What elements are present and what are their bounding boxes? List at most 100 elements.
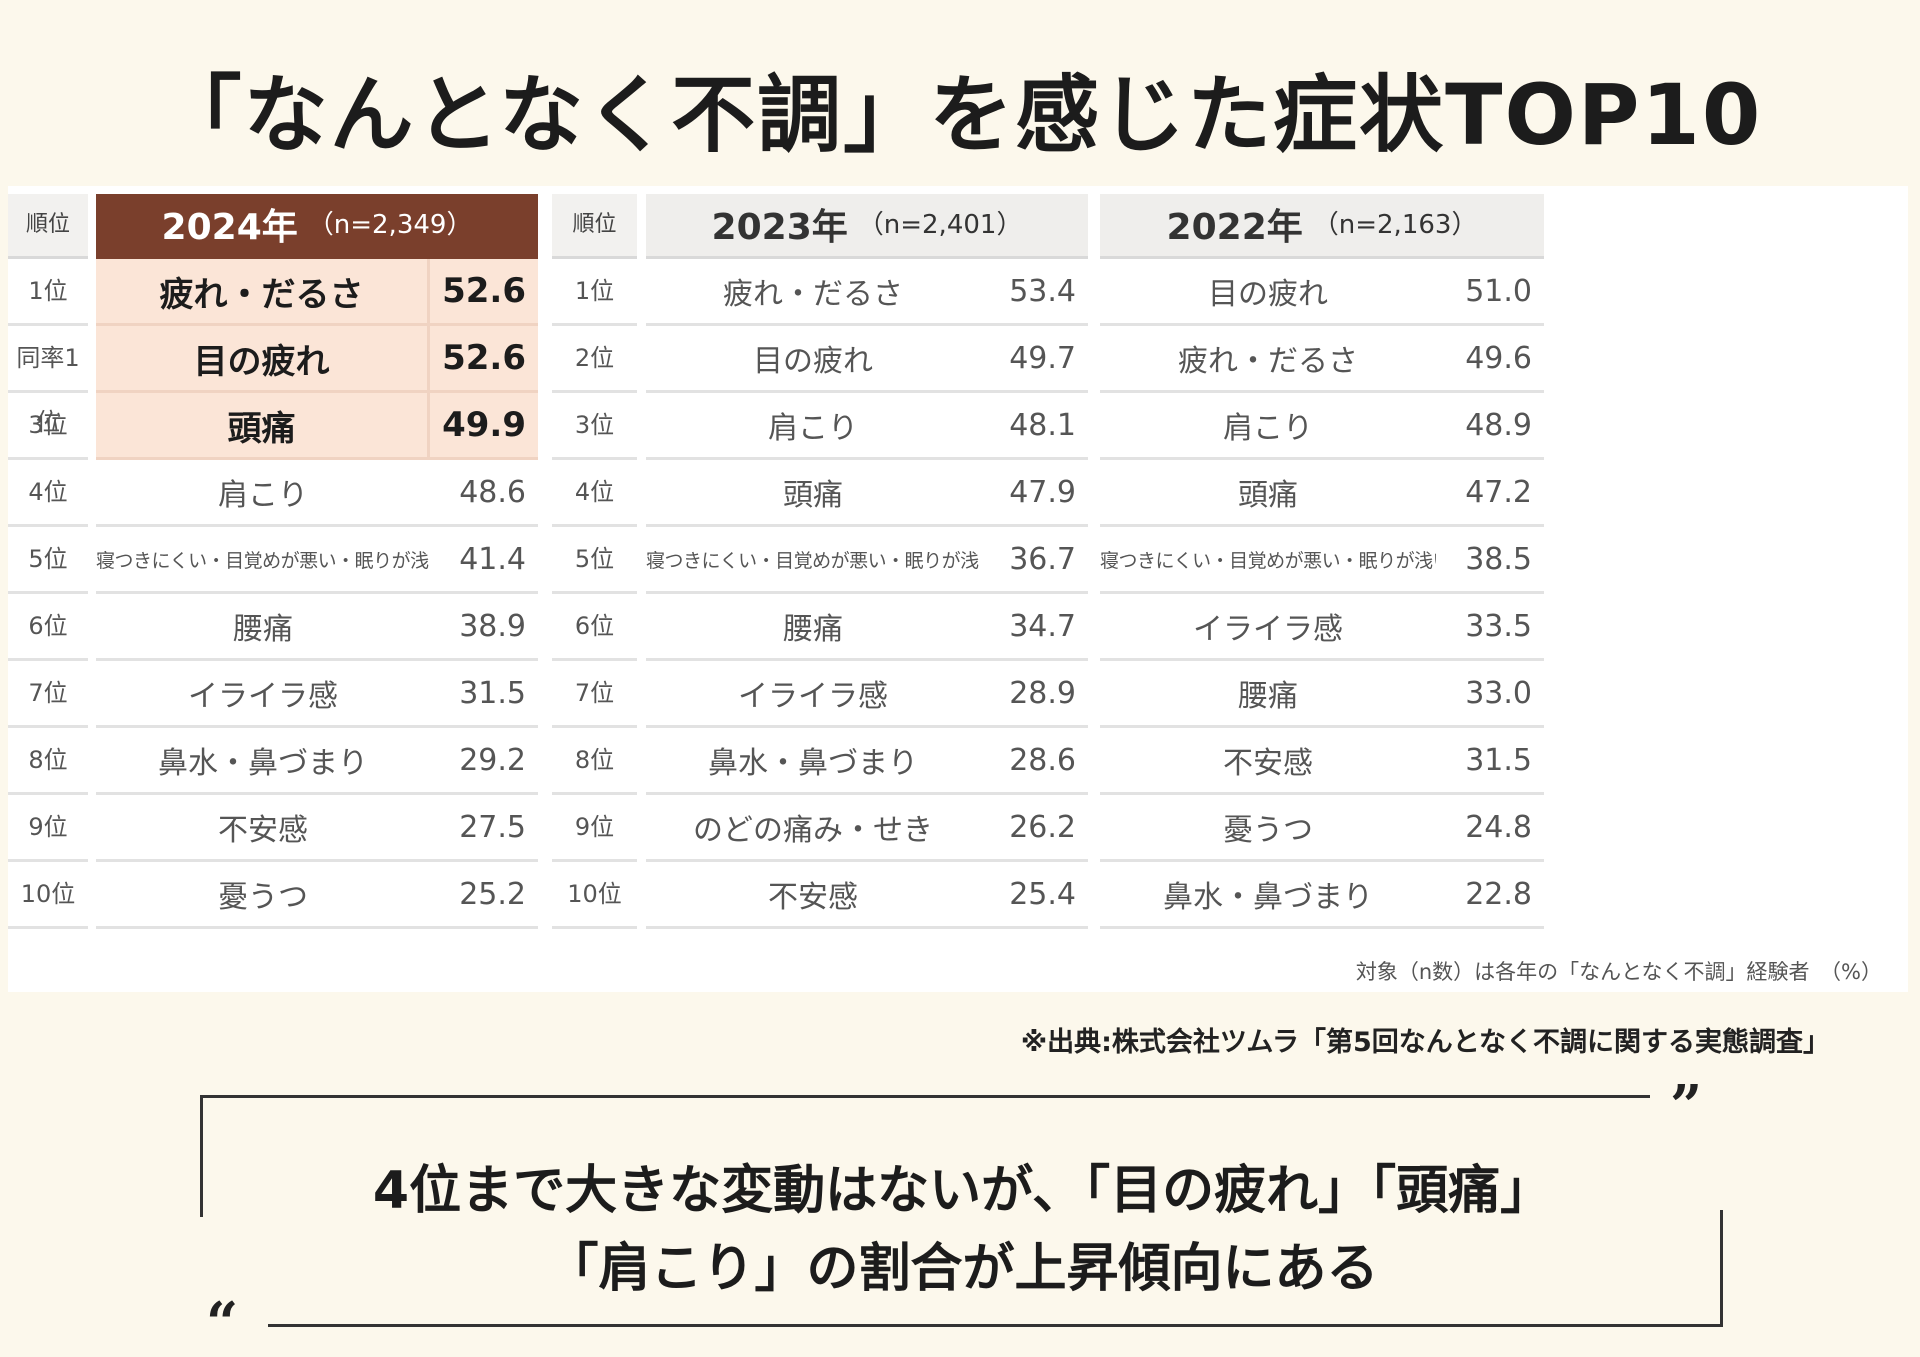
value-cell: 48.6: [459, 474, 526, 510]
symptom-cell: 憂うつ: [1223, 813, 1313, 848]
frame-left-line: [200, 1095, 203, 1217]
table-row: 腰痛 38.9: [96, 594, 538, 661]
rank-cell: 4位: [8, 460, 88, 527]
symptom-cell: 憂うつ: [218, 880, 308, 915]
symptom-cell: 不安感: [1223, 746, 1313, 781]
rank-cell: 6位: [552, 594, 637, 661]
symptom-cell: のどの痛み・せき: [693, 813, 933, 848]
rank-cell: 5位: [552, 527, 637, 594]
value-cell: 33.5: [1465, 608, 1532, 644]
table-row: 鼻水・鼻づまり 29.2: [96, 728, 538, 795]
symptom-cell: 寝つきにくい・目覚めが悪い・眠りが浅い・不眠: [96, 549, 430, 572]
value-cell: 25.2: [459, 876, 526, 912]
symptom-cell: 目の疲れ: [193, 341, 330, 382]
year-label: 2023年: [711, 207, 848, 248]
symptom-cell: 鼻水・鼻づまり: [708, 746, 918, 781]
year-header: 2023年 （n=2,401）: [646, 194, 1088, 259]
table-row: 寝つきにくい・目覚めが悪い・眠りが浅い・不眠 41.4: [96, 527, 538, 594]
table-row: イライラ感 33.5: [1100, 594, 1544, 661]
table-row: 不安感 31.5: [1100, 728, 1544, 795]
table-row: 疲れ・だるさ 49.6: [1100, 326, 1544, 393]
symptom-cell: 疲れ・だるさ: [723, 277, 903, 312]
table-row: 目の疲れ 49.7: [646, 326, 1088, 393]
rank-column-2023: 順位 1位 2位 3位 4位 5位 6位 7位 8位 9位 10位: [552, 194, 637, 929]
symptom-cell: 腰痛: [233, 612, 293, 647]
table-row: 腰痛 33.0: [1100, 661, 1544, 728]
rank-column-2024: 順位 1位 同率1位 3位 4位 5位 6位 7位 8位 9位 10位: [8, 194, 88, 929]
table-row: 鼻水・鼻づまり 22.8: [1100, 862, 1544, 929]
conclusion-line-1: 4位まで大きな変動はないが、「目の疲れ」「頭痛」: [372, 1161, 1553, 1221]
value-cell: 26.2: [1009, 809, 1076, 845]
sample-size: （n=2,401）: [857, 210, 1023, 240]
rank-cell: 5位: [8, 527, 88, 594]
value-cell: 52.6: [427, 326, 538, 390]
rank-header: 順位: [8, 194, 88, 259]
rank-cell: 9位: [8, 795, 88, 862]
rank-cell: 1位: [552, 259, 637, 326]
value-cell: 28.6: [1009, 742, 1076, 778]
value-cell: 36.7: [1009, 541, 1076, 577]
symptom-cell: 頭痛: [783, 478, 843, 513]
symptom-cell: 頭痛: [1238, 478, 1298, 513]
table-row: 肩こり 48.9: [1100, 393, 1544, 460]
value-cell: 31.5: [459, 675, 526, 711]
value-cell: 48.1: [1009, 407, 1076, 443]
value-cell: 38.5: [1465, 541, 1532, 577]
value-cell: 29.2: [459, 742, 526, 778]
rank-cell: 10位: [552, 862, 637, 929]
symptom-cell: 疲れ・だるさ: [1178, 344, 1358, 379]
table-row: 憂うつ 25.2: [96, 862, 538, 929]
value-cell: 48.9: [1465, 407, 1532, 443]
symptom-cell: 寝つきにくい・目覚めが悪い・眠りが浅い・不眠: [646, 549, 980, 572]
open-quote-icon: “: [206, 1290, 239, 1356]
frame-bottom-line: [268, 1324, 1723, 1327]
table-row: 目の疲れ 52.6: [96, 326, 538, 393]
value-cell: 27.5: [459, 809, 526, 845]
table-row: 鼻水・鼻づまり 28.6: [646, 728, 1088, 795]
value-cell: 25.4: [1009, 876, 1076, 912]
rank-cell: 同率1位: [8, 326, 88, 436]
value-cell: 41.4: [459, 541, 526, 577]
year-column-2024: 2024年 （n=2,349） 疲れ・だるさ 52.6 目の疲れ 52.6 頭痛 49.9 肩こ…: [96, 194, 538, 929]
source-citation: ※出典:株式会社ツムラ「第5回なんとなく不調に関する実態調査」: [1020, 1027, 1830, 1058]
table-row: 目の疲れ 51.0: [1100, 259, 1544, 326]
year-column-2022: 2022年 （n=2,163） 目の疲れ 51.0 疲れ・だるさ 49.6 肩こり 48.9 頭…: [1100, 194, 1544, 929]
rank-cell: 7位: [552, 661, 637, 728]
symptom-cell: 頭痛: [227, 408, 296, 449]
year-column-2023: 2023年 （n=2,401） 疲れ・だるさ 53.4 目の疲れ 49.7 肩こり 48.1 頭…: [646, 194, 1088, 929]
table-row: 疲れ・だるさ 53.4: [646, 259, 1088, 326]
conclusion-text: 4位まで大きな変動はないが、「目の疲れ」「頭痛」 「肩こり」の割合が上昇傾向にあ…: [200, 1152, 1725, 1308]
rank-cell: 8位: [552, 728, 637, 795]
table-row: イライラ感 28.9: [646, 661, 1088, 728]
symptom-cell: 疲れ・だるさ: [159, 274, 364, 315]
rank-cell: 3位: [8, 393, 88, 460]
value-cell: 33.0: [1465, 675, 1532, 711]
conclusion-box: ” “ 4位まで大きな変動はないが、「目の疲れ」「頭痛」 「肩こり」の割合が上昇…: [200, 1078, 1725, 1351]
year-label: 2022年: [1166, 207, 1303, 248]
table-row: 肩こり 48.6: [96, 460, 538, 527]
rank-cell: 1位: [8, 259, 88, 326]
rank-cell: 8位: [8, 728, 88, 795]
table-row: 寝つきにくい・目覚めが悪い・眠りが浅い・不眠 38.5: [1100, 527, 1544, 594]
page-title: 「なんとなく不調」を感じた症状TOP10: [157, 66, 1763, 164]
symptom-cell: 目の疲れ: [1208, 277, 1328, 312]
value-cell: 53.4: [1009, 273, 1076, 309]
rank-cell: 7位: [8, 661, 88, 728]
symptom-cell: 腰痛: [1238, 679, 1298, 714]
value-cell: 38.9: [459, 608, 526, 644]
rank-cell: 3位: [552, 393, 637, 460]
rank-header: 順位: [552, 194, 637, 259]
value-cell: 22.8: [1465, 876, 1532, 912]
rank-cell: 4位: [552, 460, 637, 527]
table-row: 頭痛 47.2: [1100, 460, 1544, 527]
value-cell: 47.2: [1465, 474, 1532, 510]
table-row: のどの痛み・せき 26.2: [646, 795, 1088, 862]
table-row: 頭痛 49.9: [96, 393, 538, 460]
table-row: 頭痛 47.9: [646, 460, 1088, 527]
symptom-cell: 腰痛: [783, 612, 843, 647]
symptom-cell: イライラ感: [738, 679, 888, 714]
symptom-cell: 鼻水・鼻づまり: [1163, 880, 1373, 915]
symptom-cell: 鼻水・鼻づまり: [158, 746, 368, 781]
value-cell: 24.8: [1465, 809, 1532, 845]
rank-cell: 2位: [552, 326, 637, 393]
